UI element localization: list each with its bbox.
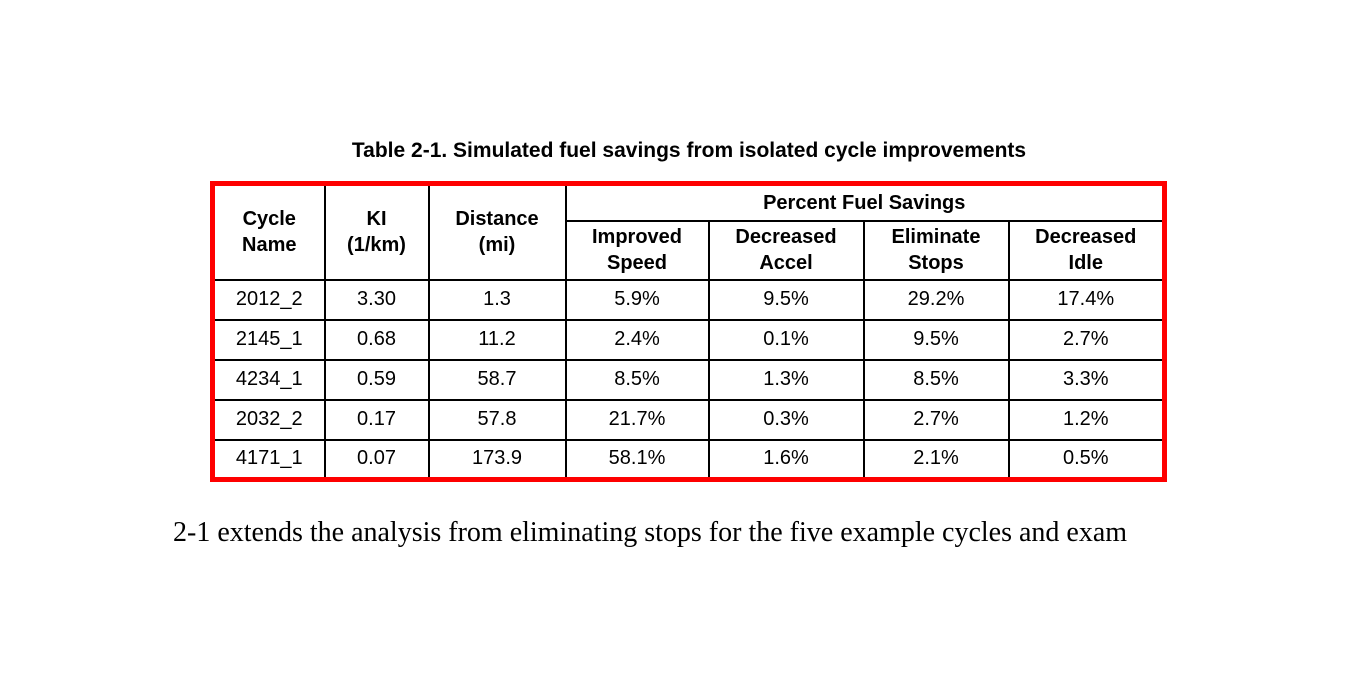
cell-decreased-accel: 9.5% xyxy=(707,278,865,321)
col-header-improved-speed: Improved Speed xyxy=(564,219,710,281)
fuel-savings-table: Cycle Name KI (1/km) Distance (mi) Perce… xyxy=(210,181,1167,482)
cell-distance: 57.8 xyxy=(427,398,567,441)
cell-improved-speed: 5.9% xyxy=(564,278,710,321)
cell-eliminate-stops: 9.5% xyxy=(862,318,1010,361)
cell-improved-speed: 58.1% xyxy=(564,438,710,481)
cell-cycle-name: 2145_1 xyxy=(211,318,326,361)
cell-cycle-name: 4171_1 xyxy=(211,438,326,481)
cell-decreased-idle: 17.4% xyxy=(1007,278,1166,321)
header-row-group: Cycle Name KI (1/km) Distance (mi) Perce… xyxy=(211,182,1166,281)
cell-improved-speed: 2.4% xyxy=(564,318,710,361)
cell-decreased-idle: 3.3% xyxy=(1007,358,1166,401)
cell-ki: 0.59 xyxy=(323,358,430,401)
table-row: 4234_1 0.59 58.7 8.5% 1.3% 8.5% 3.3% xyxy=(211,358,1166,401)
cell-decreased-idle: 1.2% xyxy=(1007,398,1166,441)
col-header-cycle-name: Cycle Name xyxy=(211,182,326,281)
cell-distance: 1.3 xyxy=(427,278,567,321)
cell-cycle-name: 4234_1 xyxy=(211,358,326,401)
cell-decreased-accel: 1.6% xyxy=(707,438,865,481)
col-header-decreased-accel: Decreased Accel xyxy=(707,219,865,281)
cell-cycle-name: 2012_2 xyxy=(211,278,326,321)
body-text: 2-1 extends the analysis from eliminatin… xyxy=(173,517,1128,548)
col-header-ki: KI (1/km) xyxy=(323,182,430,281)
cell-ki: 0.68 xyxy=(323,318,430,361)
cell-cycle-name: 2032_2 xyxy=(211,398,326,441)
cell-distance: 11.2 xyxy=(427,318,567,361)
col-header-percent-fuel-savings: Percent Fuel Savings xyxy=(564,182,1166,222)
table-caption: Table 2-1. Simulated fuel savings from i… xyxy=(351,139,1027,162)
cell-improved-speed: 8.5% xyxy=(564,358,710,401)
cell-eliminate-stops: 29.2% xyxy=(862,278,1010,321)
cell-eliminate-stops: 2.1% xyxy=(862,438,1010,481)
cell-decreased-accel: 0.1% xyxy=(707,318,865,361)
cell-ki: 0.07 xyxy=(323,438,430,481)
cell-eliminate-stops: 8.5% xyxy=(862,358,1010,401)
cell-decreased-accel: 1.3% xyxy=(707,358,865,401)
cell-ki: 0.17 xyxy=(323,398,430,441)
table-row: 2012_2 3.30 1.3 5.9% 9.5% 29.2% 17.4% xyxy=(211,278,1166,321)
cell-improved-speed: 21.7% xyxy=(564,398,710,441)
table-row: 2032_2 0.17 57.8 21.7% 0.3% 2.7% 1.2% xyxy=(211,398,1166,441)
col-header-distance: Distance (mi) xyxy=(427,182,567,281)
col-header-eliminate-stops: Eliminate Stops xyxy=(862,219,1010,281)
cell-eliminate-stops: 2.7% xyxy=(862,398,1010,441)
cell-distance: 173.9 xyxy=(427,438,567,481)
header-row-sub: Improved Speed Decreased Accel Eliminate… xyxy=(213,219,1166,281)
cell-ki: 3.30 xyxy=(323,278,430,321)
cell-distance: 58.7 xyxy=(427,358,567,401)
cell-decreased-idle: 0.5% xyxy=(1007,438,1166,481)
col-header-decreased-idle: Decreased Idle xyxy=(1007,219,1166,281)
table-row: 4171_1 0.07 173.9 58.1% 1.6% 2.1% 0.5% xyxy=(211,438,1166,481)
cell-decreased-idle: 2.7% xyxy=(1007,318,1166,361)
cell-decreased-accel: 0.3% xyxy=(707,398,865,441)
table-row: 2145_1 0.68 11.2 2.4% 0.1% 9.5% 2.7% xyxy=(211,318,1166,361)
